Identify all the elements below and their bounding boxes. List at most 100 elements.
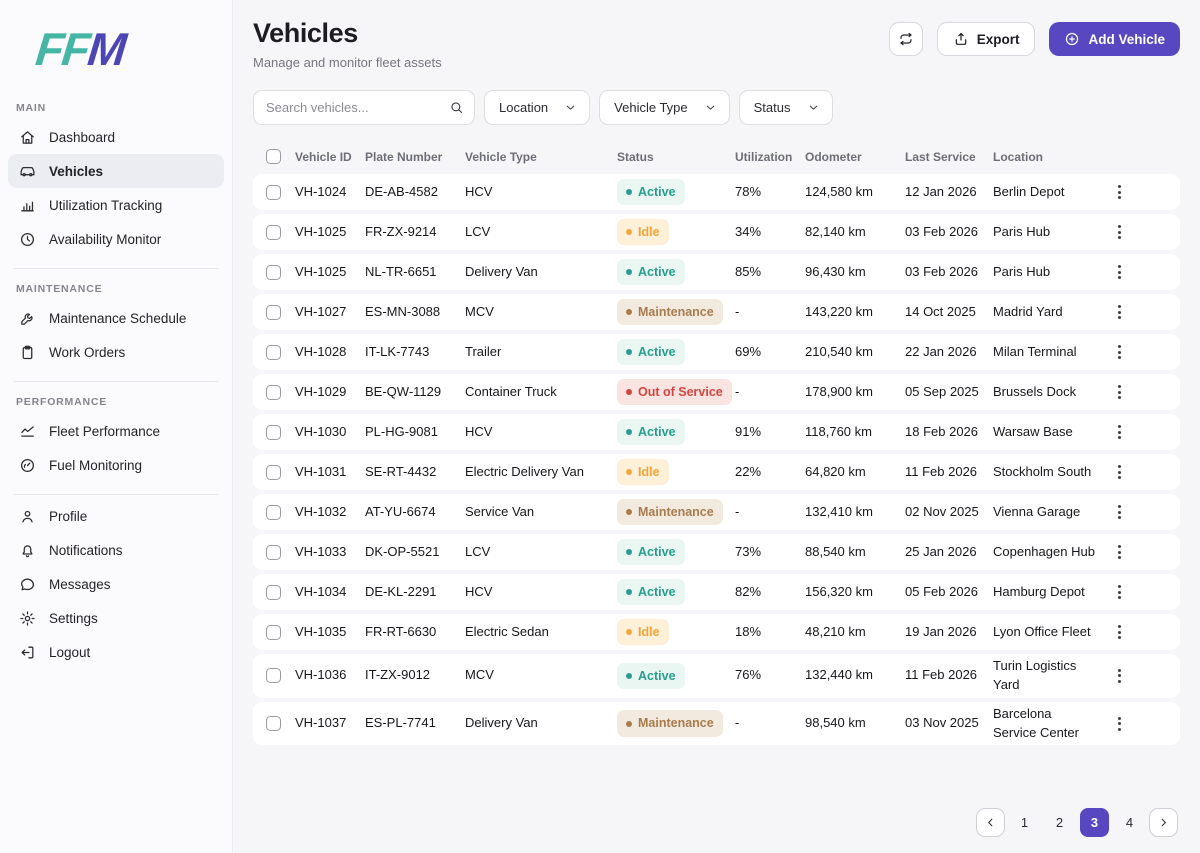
sidebar-item-vehicles[interactable]: Vehicles <box>8 154 224 188</box>
row-checkbox[interactable] <box>266 344 281 360</box>
kebab-menu-icon[interactable] <box>1111 261 1127 283</box>
sidebar-item-notifications[interactable]: Notifications <box>8 533 224 567</box>
pagination-page-3[interactable]: 3 <box>1080 808 1109 837</box>
location-cell: Milan Terminal <box>993 343 1077 359</box>
kebab-menu-icon[interactable] <box>1111 341 1127 363</box>
utilization-cell: - <box>735 383 740 399</box>
sidebar-item-settings[interactable]: Settings <box>8 601 224 635</box>
row-checkbox-cell <box>253 716 287 732</box>
kebab-menu-icon[interactable] <box>1111 221 1127 243</box>
sidebar-item-availability-monitor[interactable]: Availability Monitor <box>8 222 224 256</box>
clock-icon <box>18 230 36 248</box>
row-checkbox[interactable] <box>266 624 281 640</box>
row-actions-cell <box>1097 301 1180 323</box>
row-checkbox-cell <box>253 668 287 684</box>
sidebar-item-logout[interactable]: Logout <box>8 635 224 669</box>
sidebar-item-utilization-tracking[interactable]: Utilization Tracking <box>8 188 224 222</box>
table-row: VH-1027 ES-MN-3088 MCV Maintenance - 143,220 … <box>253 294 1180 330</box>
last-service-cell: 18 Feb 2026 <box>905 423 979 439</box>
status-label: Active <box>638 184 676 199</box>
pagination-page-2[interactable]: 2 <box>1055 815 1064 830</box>
vehicle-type-cell: HCV <box>465 183 493 199</box>
vehicle-type-cell: Delivery Van <box>465 263 538 279</box>
sidebar-section-label: PERFORMANCE <box>16 396 108 408</box>
export-button[interactable]: Export <box>936 22 1036 56</box>
select-all-checkbox[interactable] <box>266 149 281 164</box>
chevron-down-icon <box>807 101 820 114</box>
vehicle-type-cell: Electric Delivery Van <box>465 463 584 479</box>
sidebar-item-fuel-monitoring[interactable]: Fuel Monitoring <box>8 448 224 482</box>
row-checkbox[interactable] <box>266 384 281 400</box>
location-cell: Lyon Office Fleet <box>993 623 1091 639</box>
row-checkbox[interactable] <box>266 668 281 684</box>
table-row: VH-1033 DK-OP-5521 LCV Active 73% 88,540 km 25… <box>253 534 1180 570</box>
status-dot-icon <box>626 629 632 635</box>
kebab-menu-icon[interactable] <box>1111 501 1127 523</box>
vehicle-id-cell: VH-1024 <box>295 183 347 199</box>
kebab-menu-icon[interactable] <box>1111 421 1127 443</box>
status-cell: Maintenance <box>609 710 727 737</box>
kebab-menu-icon[interactable] <box>1111 541 1127 563</box>
sidebar-nav: MAIN Dashboard Vehicles Utilization Trackin… <box>0 88 232 669</box>
status-cell: Maintenance <box>609 498 727 526</box>
filter-dropdown-vehicle-type[interactable]: Vehicle Type <box>599 90 730 125</box>
export-icon <box>953 31 969 47</box>
row-checkbox[interactable] <box>266 304 281 320</box>
refresh-button[interactable] <box>888 22 923 56</box>
kebab-menu-icon[interactable] <box>1111 621 1127 643</box>
pagination-prev-button[interactable] <box>976 808 1005 837</box>
status-cell: Active <box>609 662 727 689</box>
pagination-next-button[interactable] <box>1149 808 1178 837</box>
search-icon <box>449 100 464 115</box>
utilization-cell: 73% <box>735 543 762 559</box>
sidebar-item-work-orders[interactable]: Work Orders <box>8 335 224 369</box>
sidebar: FFM MAIN Dashboard Vehicles Utilization Tra… <box>0 0 233 853</box>
filter-dropdown-status[interactable]: Status <box>738 90 833 125</box>
plate-number-cell: IT-ZX-9012 <box>365 667 431 683</box>
pagination-page-4[interactable]: 4 <box>1125 815 1134 830</box>
page-title: Vehicles <box>253 18 358 48</box>
last-service-cell: 11 Feb 2026 <box>905 667 978 683</box>
row-checkbox[interactable] <box>266 544 281 560</box>
status-cell: Active <box>609 258 727 286</box>
sidebar-item-messages[interactable]: Messages <box>8 567 224 601</box>
plate-number-cell: NL-TR-6651 <box>365 263 437 279</box>
kebab-menu-icon[interactable] <box>1111 301 1127 323</box>
sidebar-divider <box>14 268 218 269</box>
kebab-menu-icon[interactable] <box>1111 381 1127 403</box>
row-checkbox[interactable] <box>266 464 281 480</box>
sidebar-item-fleet-performance[interactable]: Fleet Performance <box>8 414 224 448</box>
sidebar-item-label: Notifications <box>49 542 123 558</box>
user-icon <box>18 507 36 525</box>
last-service-cell: 22 Jan 2026 <box>905 343 977 359</box>
sidebar-item-dashboard[interactable]: Dashboard <box>8 120 224 154</box>
add-vehicle-button[interactable]: Add Vehicle <box>1049 22 1180 56</box>
sidebar-item-profile[interactable]: Profile <box>8 499 224 533</box>
filter-dropdown-location[interactable]: Location <box>484 90 591 125</box>
status-badge: Idle <box>617 618 669 646</box>
table-row: VH-1025 FR-ZX-9214 LCV Idle 34% 82,140 km 03 F… <box>253 214 1180 250</box>
kebab-menu-icon[interactable] <box>1111 581 1127 603</box>
sidebar-item-maintenance-schedule[interactable]: Maintenance Schedule <box>8 301 224 335</box>
row-checkbox[interactable] <box>266 184 281 200</box>
row-checkbox[interactable] <box>266 716 281 732</box>
row-checkbox[interactable] <box>266 504 281 520</box>
pagination-page-1[interactable]: 1 <box>1020 815 1029 830</box>
kebab-menu-icon[interactable] <box>1111 461 1127 483</box>
odometer-cell: 88,540 km <box>805 543 866 559</box>
vehicle-id-cell: VH-1037 <box>295 715 347 731</box>
row-checkbox[interactable] <box>266 224 281 240</box>
kebab-menu-icon[interactable] <box>1111 713 1127 735</box>
row-checkbox[interactable] <box>266 264 281 280</box>
sidebar-item-label: Profile <box>49 508 88 524</box>
vehicle-type-cell: LCV <box>465 543 491 559</box>
kebab-menu-icon[interactable] <box>1111 181 1127 203</box>
row-actions-cell <box>1097 665 1180 687</box>
utilization-cell: 69% <box>735 343 762 359</box>
status-cell: Idle <box>609 218 727 246</box>
row-checkbox[interactable] <box>266 424 281 440</box>
kebab-menu-icon[interactable] <box>1111 665 1127 687</box>
status-cell: Out of Service <box>609 378 732 406</box>
search-input[interactable] <box>266 100 449 115</box>
row-checkbox[interactable] <box>266 584 281 600</box>
